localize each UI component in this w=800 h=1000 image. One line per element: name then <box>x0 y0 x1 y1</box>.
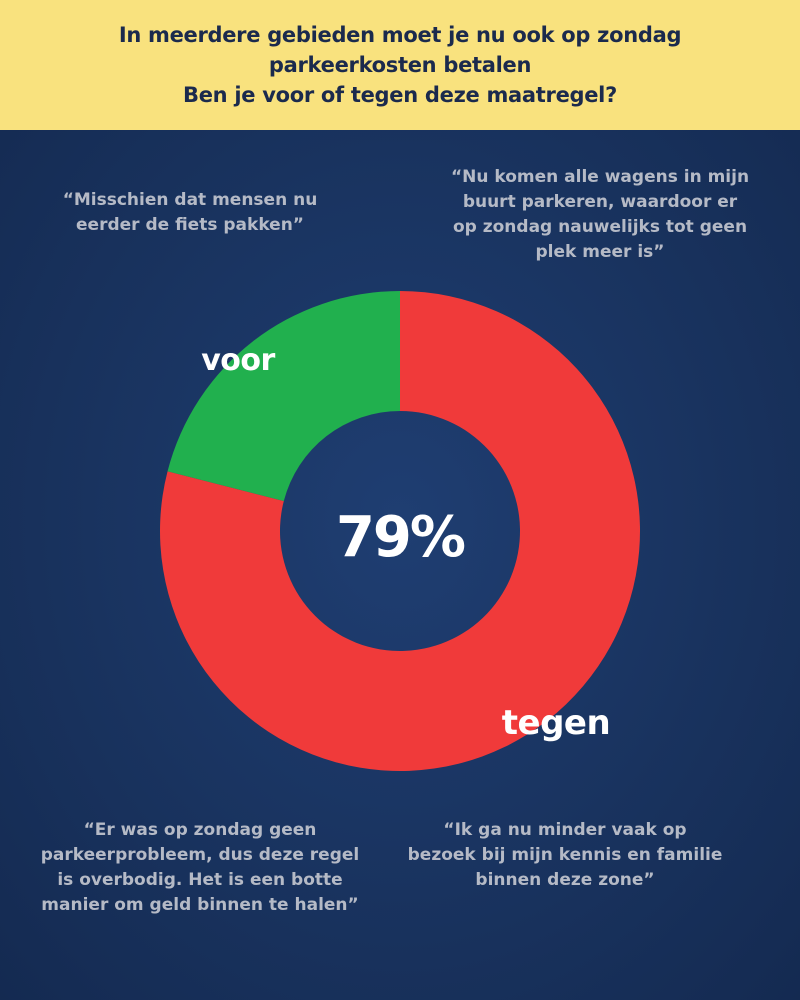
donut-slice-voor <box>167 291 400 502</box>
quote-line: parkeerprobleem, dus deze regel <box>40 845 360 865</box>
quote-line: buurt parkeren, waardoor er <box>462 192 738 212</box>
quote-line: “Er was op zondag geen <box>83 820 317 840</box>
quote-top-left: “Misschien dat mensen nu eerder de fiets… <box>40 188 340 238</box>
donut-slice-tegen <box>160 291 641 771</box>
quote-line: manier om geld binnen te halen” <box>41 895 359 915</box>
chart-panel <box>0 130 800 1000</box>
quote-line: “Ik ga nu minder vaak op <box>443 820 687 840</box>
quote-line: bezoek bij mijn kennis en familie <box>407 845 723 865</box>
category-label-voor: voor <box>201 343 275 378</box>
quote-line: “Nu komen alle wagens in mijn <box>450 167 750 187</box>
quote-top-right: “Nu komen alle wagens in mijn buurt park… <box>420 165 780 265</box>
title-line-2: parkeerkosten betalen <box>268 53 532 77</box>
quote-line: op zondag nauwelijks tot geen <box>452 217 748 237</box>
quote-line: binnen deze zone” <box>475 870 655 890</box>
quote-line: is overbodig. Het is een botte <box>57 870 343 890</box>
quote-line: eerder de fiets pakken” <box>76 215 304 235</box>
quote-line: “Misschien dat mensen nu <box>62 190 318 210</box>
quote-line: plek meer is” <box>535 242 665 262</box>
quote-bottom-right: “Ik ga nu minder vaak op bezoek bij mijn… <box>385 818 745 893</box>
title-line-1: In meerdere gebieden moet je nu ook op z… <box>118 23 682 47</box>
header-banner: In meerdere gebieden moet je nu ook op z… <box>0 0 800 130</box>
category-label-tegen: tegen <box>502 703 610 743</box>
center-percentage-label: 79% <box>336 505 465 570</box>
donut-slices <box>160 291 641 771</box>
quote-bottom-left: “Er was op zondag geen parkeerprobleem, … <box>20 818 380 918</box>
title-line-3: Ben je voor of tegen deze maatregel? <box>183 83 617 107</box>
